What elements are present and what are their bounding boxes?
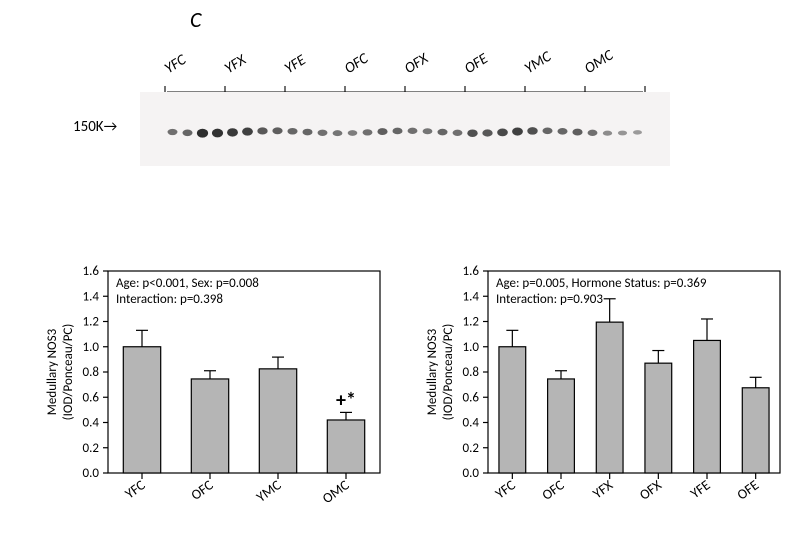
chart-right: 0.0 0.2 0.4 0.6 0.8 1.0 1.2 1.4 1.6 YFC OFC YFX OFX Y… [420,265,790,523]
x-category-label: YFE [687,476,713,502]
svg-text:+*: +* [336,388,356,412]
x-category-label: YFC [122,476,149,502]
svg-text:1.0: 1.0 [463,340,480,355]
mw-marker-label: 150K→ [73,118,117,136]
x-category-label: OFE [734,476,762,503]
svg-text:Interaction: p=0.903: Interaction: p=0.903 [496,292,603,307]
svg-text:Interaction: p=0.398: Interaction: p=0.398 [116,292,223,307]
svg-text:0.2: 0.2 [83,441,100,456]
blot-lane-label: OFC [341,50,371,78]
x-category-label: YFC [492,476,519,502]
svg-text:1.4: 1.4 [463,289,480,304]
svg-text:0.2: 0.2 [463,441,480,456]
panel-label: C [190,6,202,33]
svg-text:0.0: 0.0 [463,466,480,481]
x-category-label: OFX [636,476,665,504]
svg-text:1.0: 1.0 [83,340,100,355]
svg-text:0.4: 0.4 [463,416,480,431]
svg-text:1.6: 1.6 [83,265,100,279]
arrow-icon: → [104,118,118,136]
svg-text:0.6: 0.6 [463,390,480,405]
svg-text:0.6: 0.6 [83,390,100,405]
blot-lane-label: YFE [281,51,309,78]
blot-lane-label: OFE [461,50,491,78]
svg-text:1.2: 1.2 [83,315,100,330]
x-category-label: OMC [319,476,353,507]
svg-text:1.6: 1.6 [463,265,480,279]
svg-text:0.8: 0.8 [463,365,480,380]
svg-text:1.2: 1.2 [463,315,480,330]
x-category-label: OFC [188,476,217,504]
blot-lane-label: OMC [581,47,616,78]
blot-lane-label: YFX [221,51,249,78]
svg-text:0.0: 0.0 [83,466,100,481]
x-category-label: OFC [539,476,568,504]
svg-text:Medullary NOS3: Medullary NOS3 [425,328,440,415]
blot-lane-label: YFC [161,51,189,78]
svg-text:0.8: 0.8 [83,365,100,380]
svg-text:1.4: 1.4 [83,289,100,304]
svg-text:Medullary NOS3: Medullary NOS3 [45,328,60,415]
x-category-label: YMC [253,476,285,506]
svg-text:0.4: 0.4 [83,416,100,431]
svg-text:Age: p=0.005, Hormone Status:: Age: p=0.005, Hormone Status: p=0.369 [496,276,707,291]
mw-marker-text: 150K [73,118,104,136]
blot-band-strip [140,92,670,166]
svg-text:Age: p<0.001, Sex: p=0.008: Age: p<0.001, Sex: p=0.008 [116,276,259,291]
svg-text:(IOD/Ponceau/PC): (IOD/Ponceau/PC) [441,324,456,421]
blot-lane-labels: YFCYFXYFEOFCOFXOFEYMCOMC [165,38,645,88]
chart-left: 0.0 0.2 0.4 0.6 0.8 1.0 1.2 1.4 1.6 YFC OFC YMC OMC +… [40,265,390,523]
figure-root: C YFCYFXYFEOFCOFXOFEYMCOMC 150K→ 0.00.20… [0,0,800,534]
blot-lane-label: OFX [401,50,431,78]
blot-lane-label: YMC [521,48,554,78]
x-category-label: YFX [590,476,617,502]
svg-text:(IOD/Ponceau/PC): (IOD/Ponceau/PC) [61,324,76,421]
